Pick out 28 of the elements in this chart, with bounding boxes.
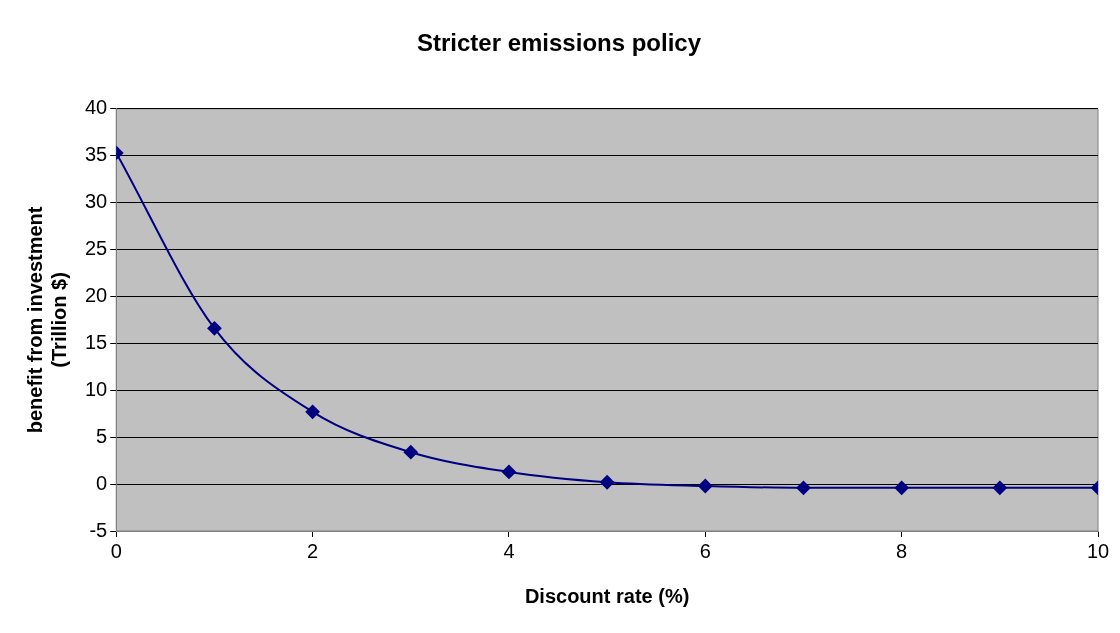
x-tick-label: 6 bbox=[699, 539, 711, 562]
x-axis-title: Discount rate (%) bbox=[524, 584, 690, 607]
x-tick-label: 10 bbox=[1086, 539, 1110, 562]
y-tick-label: 20 bbox=[85, 283, 108, 306]
y-axis-title: benefit from investment (Trillion $) bbox=[23, 206, 70, 434]
point bbox=[207, 321, 222, 336]
point bbox=[501, 464, 516, 479]
y-tick-label: 5 bbox=[96, 424, 108, 447]
y-tick-label: 30 bbox=[85, 190, 108, 213]
point bbox=[796, 480, 811, 495]
x-tick-label: 8 bbox=[896, 539, 908, 562]
y-tick-label: 10 bbox=[85, 377, 108, 400]
point bbox=[992, 480, 1007, 495]
y-tick-label: 25 bbox=[85, 237, 108, 260]
x-tick-label: 0 bbox=[110, 539, 122, 562]
y-tick-label: -5 bbox=[89, 518, 108, 541]
point bbox=[305, 404, 320, 419]
point bbox=[698, 478, 713, 493]
point bbox=[894, 480, 909, 495]
point bbox=[600, 475, 615, 490]
y-tick-label: 0 bbox=[96, 471, 108, 494]
y-tick-label: 35 bbox=[85, 143, 108, 166]
chart-title: Stricter emissions policy bbox=[416, 29, 702, 57]
y-tick-label: 15 bbox=[85, 330, 108, 353]
point bbox=[403, 445, 418, 460]
x-tick-label: 4 bbox=[503, 539, 515, 562]
y-tick-label: 40 bbox=[85, 96, 108, 119]
x-tick-label: 2 bbox=[307, 539, 319, 562]
